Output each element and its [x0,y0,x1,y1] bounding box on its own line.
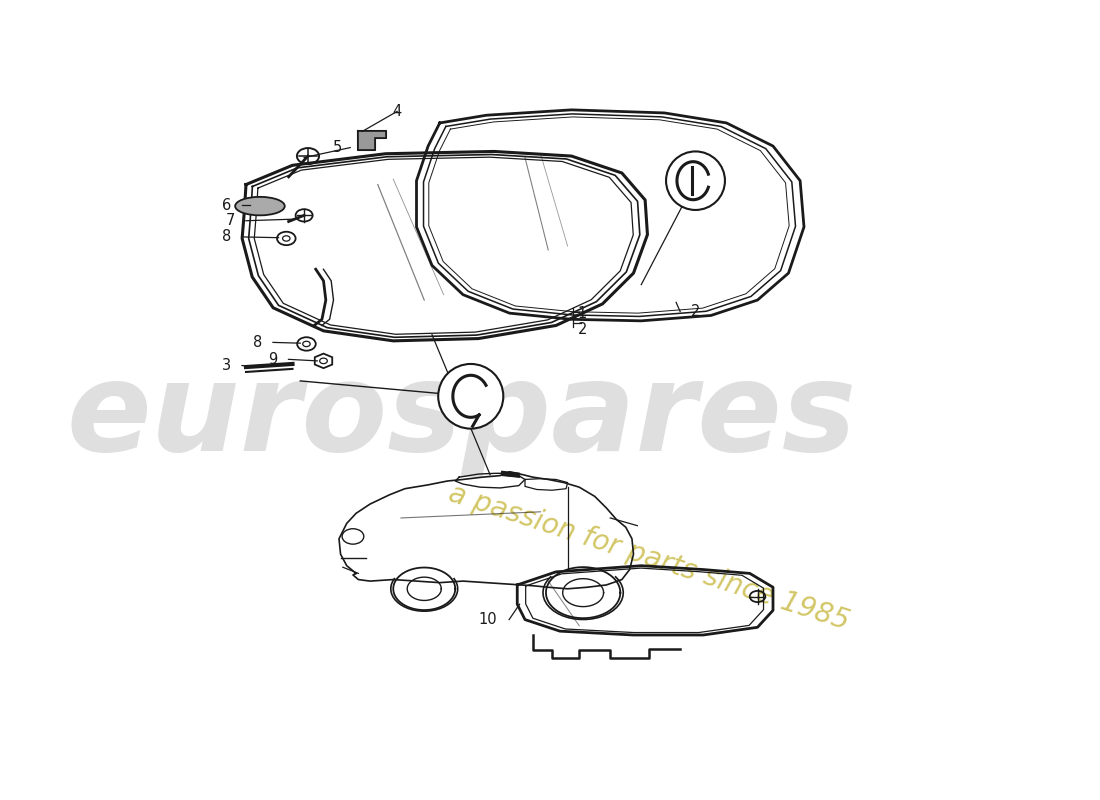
Text: 2: 2 [691,304,701,319]
Text: 1: 1 [578,306,587,321]
Text: 8: 8 [222,230,231,245]
Text: 10: 10 [478,612,497,627]
Text: 2: 2 [578,322,587,337]
Polygon shape [359,130,385,150]
Text: 5: 5 [333,140,342,155]
Circle shape [277,232,296,245]
Text: 9: 9 [268,352,277,367]
Text: 3: 3 [222,358,231,373]
Text: 6: 6 [222,198,231,213]
Ellipse shape [438,364,504,429]
Text: 4: 4 [393,104,402,119]
Text: a passion for parts since 1985: a passion for parts since 1985 [446,480,852,636]
Circle shape [297,338,316,350]
Text: 8: 8 [253,335,262,350]
Ellipse shape [666,151,725,210]
Text: 7: 7 [226,214,235,228]
Text: eurospares: eurospares [66,356,857,477]
Ellipse shape [235,197,285,215]
